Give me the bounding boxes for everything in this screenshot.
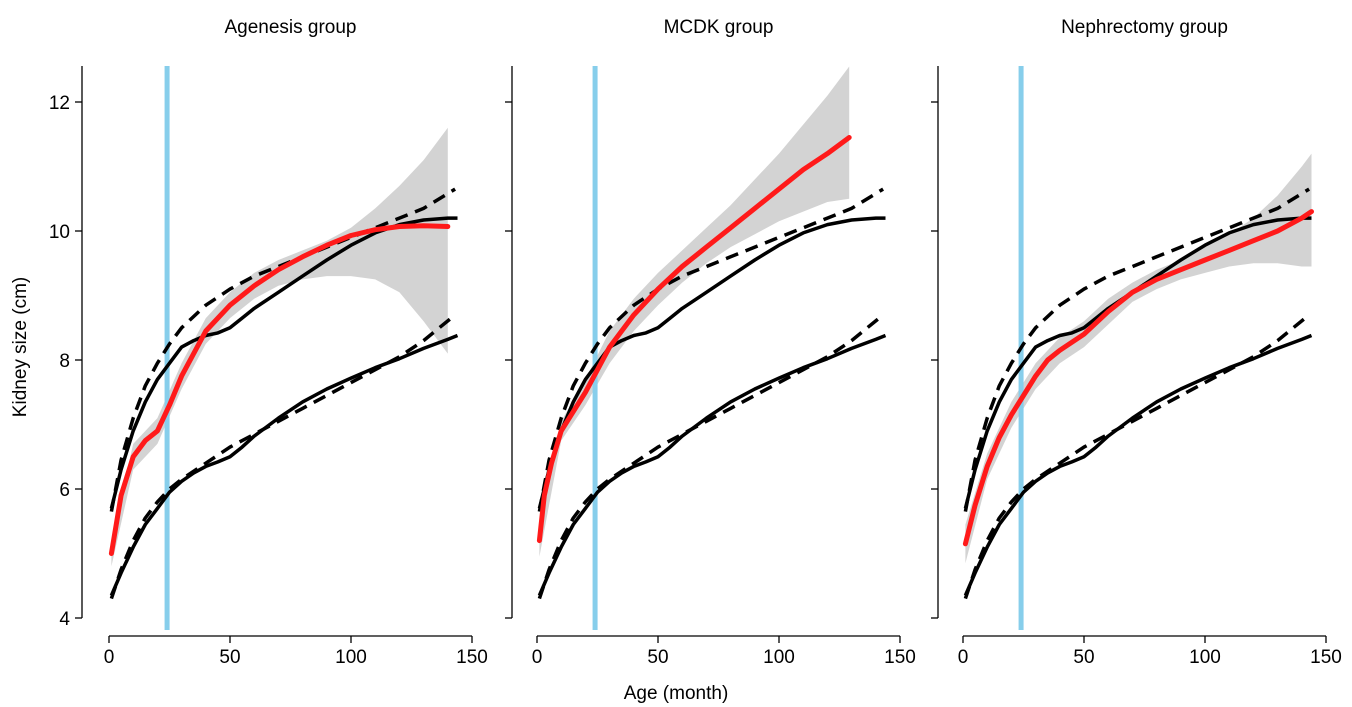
reference-dashed-line	[963, 187, 1311, 512]
reference-solid-line	[963, 216, 1312, 509]
reference-dashed-line	[537, 187, 885, 512]
x-tick-label: 0	[104, 647, 115, 668]
panel-2: MCDK group 0 50 100 150	[505, 17, 916, 668]
x-tick-label: 150	[884, 647, 916, 668]
x-tick-label: 50	[1073, 647, 1094, 668]
x-tick-label: 50	[219, 647, 240, 668]
x-tick-label: 0	[958, 647, 969, 668]
y-axis-label: Kidney size (cm)	[10, 277, 31, 417]
reference-dashed-line	[109, 187, 457, 512]
y-tick-label: 6	[59, 480, 70, 501]
panel-title: Nephrectomy group	[1061, 17, 1228, 38]
panel-title: Agenesis group	[224, 17, 356, 38]
panel-3: Nephrectomy group 0 50 100 150	[931, 17, 1342, 668]
panel-title: MCDK group	[664, 17, 774, 38]
y-tick-label: 12	[49, 93, 70, 114]
reference-solid-line	[109, 333, 459, 597]
confidence-band	[965, 153, 1312, 564]
x-tick-label: 100	[335, 647, 367, 668]
panel-1: Agenesis group 4 6 8 10 12 0 50 100 150	[49, 17, 488, 668]
reference-solid-line	[537, 333, 887, 597]
x-tick-label: 150	[1310, 647, 1342, 668]
y-tick-label: 8	[59, 351, 70, 372]
reference-solid-line	[537, 216, 886, 509]
y-tick-label: 10	[49, 222, 70, 243]
reference-solid-line	[963, 333, 1313, 597]
x-tick-label: 100	[1189, 647, 1221, 668]
x-axis-label: Age (month)	[624, 683, 729, 704]
x-tick-label: 50	[647, 647, 668, 668]
y-tick-label: 4	[59, 609, 70, 630]
confidence-band	[539, 66, 850, 557]
observed-red-line	[108, 223, 451, 556]
x-tick-label: 150	[456, 647, 488, 668]
observed-red-line	[962, 209, 1314, 547]
observed-red-line	[536, 135, 852, 544]
x-tick-label: 0	[532, 647, 543, 668]
x-tick-label: 100	[763, 647, 795, 668]
